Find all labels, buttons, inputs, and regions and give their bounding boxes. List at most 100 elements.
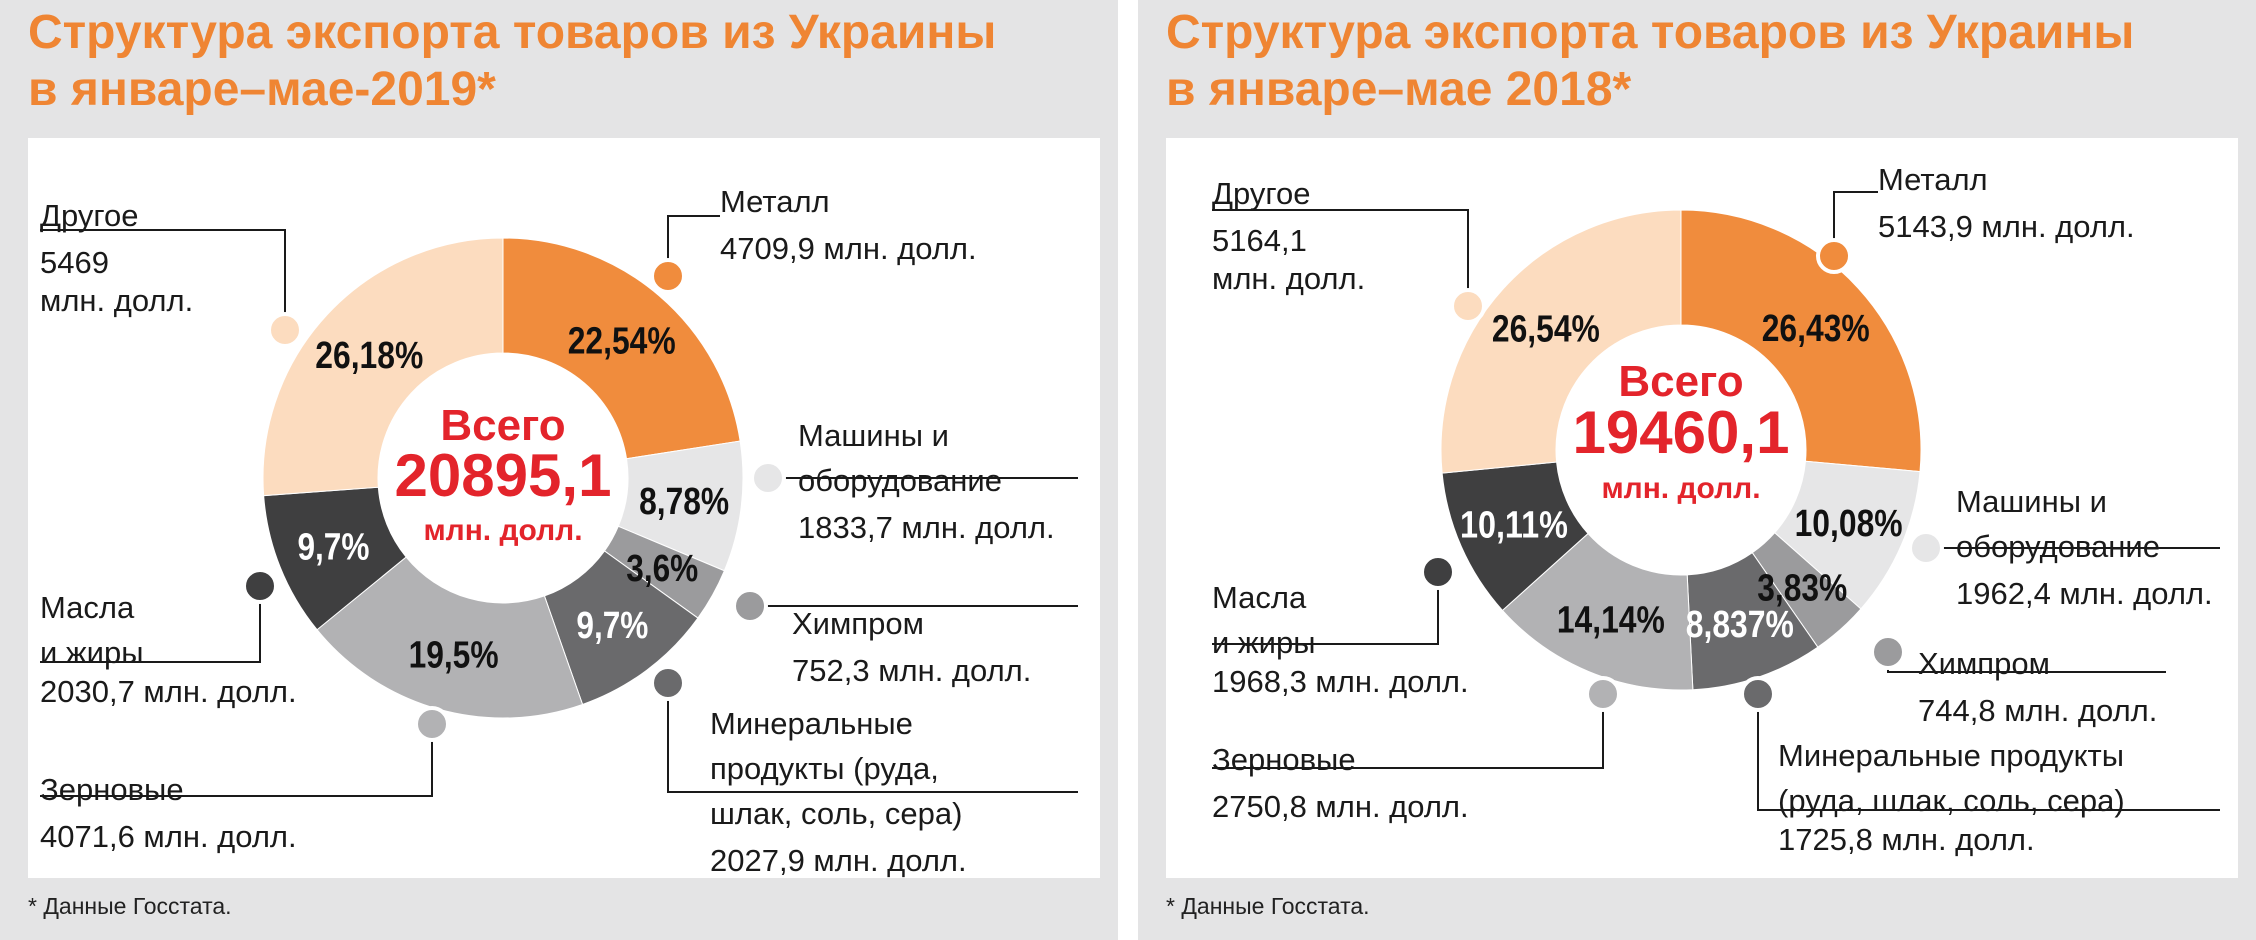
slice-metal bbox=[502, 237, 741, 460]
chart-title: Структура экспорта товаров из Украины в … bbox=[28, 4, 996, 118]
callout-minerals: Минеральные продукты (руда, шлак, соль, се… bbox=[650, 665, 1078, 878]
slice-percent-label: 3,83% bbox=[1757, 567, 1847, 609]
leader-line bbox=[1757, 694, 2220, 811]
callout-minerals: Минеральные продукты (руда, шлак, соль, с… bbox=[1740, 676, 2220, 857]
callout-name: Другое bbox=[40, 198, 139, 233]
chart-plot-area: 22,54% 8,78% 3,6% 9,7% 19,5% 9,7% 26,18% Всего 2… bbox=[28, 138, 1100, 878]
slice-other bbox=[1440, 209, 1682, 474]
callout-value: 2027,9 млн. долл. bbox=[710, 843, 967, 878]
callout-name: Машины и bbox=[1956, 484, 2107, 519]
callout-value: 4709,9 млн. долл. bbox=[720, 231, 977, 266]
callout-value: 4071,6 млн. долл. bbox=[40, 819, 297, 854]
slice-percent-label: 22,54% bbox=[568, 320, 676, 362]
callout-oils: Масла и жиры 2030,7 млн. долл. bbox=[40, 568, 297, 709]
leader-dot bbox=[1585, 676, 1621, 712]
leader-line bbox=[40, 586, 261, 663]
total-value: 19460,1 bbox=[1573, 399, 1790, 466]
callout-name: и жиры bbox=[1212, 625, 1316, 660]
donut-chart-2018: 26,43% 10,08% 3,83%8,837% 14,14% 10,11% 26,54… bbox=[1212, 162, 2220, 857]
leader-line bbox=[1833, 191, 1878, 256]
callout-value: 1725,8 млн. долл. bbox=[1778, 822, 2035, 857]
callout-name: Зерновые bbox=[1212, 742, 1356, 777]
callout-metal: Металл 4709,9 млн. долл. bbox=[650, 184, 977, 294]
callout-name: Химпром bbox=[1918, 646, 2050, 681]
callout-value: 1962,4 млн. долл. bbox=[1956, 576, 2213, 611]
slice-grain bbox=[1501, 532, 1694, 691]
total-label: Всего bbox=[440, 401, 565, 450]
leader-dot bbox=[267, 312, 303, 348]
total-value: 20895,1 bbox=[395, 442, 612, 509]
slice-percent-label: 9,7% bbox=[297, 527, 369, 569]
slice-percent-label: 26,43% bbox=[1762, 308, 1870, 350]
leader-line bbox=[40, 229, 286, 330]
callout-name: Зерновые bbox=[40, 772, 184, 807]
donut-chart-2019: 22,54%8,78%3,6%9,7%19,5%9,7%26,18%Всего2… bbox=[40, 184, 1078, 878]
callout-name: Металл bbox=[1878, 162, 1988, 197]
chart-title-line: в январе–мае-2019* bbox=[28, 63, 496, 116]
callout-value: 2750,8 млн. долл. bbox=[1212, 789, 1469, 824]
leader-dot bbox=[414, 706, 450, 742]
callout-name: Химпром bbox=[792, 606, 924, 641]
chart-title-line: в январе–мае 2018* bbox=[1166, 63, 1632, 116]
total-unit: млн. долл. bbox=[1601, 472, 1760, 505]
leader-dot bbox=[750, 460, 786, 496]
callout-value: 5164,1 bbox=[1212, 223, 1307, 258]
callout-name: продукты (руда, bbox=[710, 751, 939, 786]
callout-grain: Зерновые 2750,8 млн. долл. bbox=[1212, 676, 1621, 824]
slice-percent-label: 26,54% bbox=[1492, 308, 1600, 350]
callout-name: Другое bbox=[1212, 176, 1311, 211]
leader-line bbox=[667, 683, 1078, 793]
leader-line bbox=[40, 724, 433, 797]
chart-title-line: Структура экспорта товаров из Украины bbox=[1166, 6, 2135, 59]
leader-dot bbox=[650, 258, 686, 294]
leader-dot bbox=[1740, 676, 1776, 712]
leader-line bbox=[1212, 572, 1439, 645]
leader-dot bbox=[732, 588, 768, 624]
leader-dot bbox=[1870, 634, 1906, 670]
callout-value: 1968,3 млн. долл. bbox=[1212, 664, 1469, 699]
callout-name: и жиры bbox=[40, 635, 144, 670]
footnote: * Данные Госстата. bbox=[28, 893, 232, 919]
callout-value: 2030,7 млн. долл. bbox=[40, 674, 297, 709]
callout-name: Минеральные продукты bbox=[1778, 738, 2124, 773]
slice-percent-label: 8,78% bbox=[639, 481, 729, 523]
leader-line bbox=[1212, 209, 1469, 306]
callout-name: Минеральные bbox=[710, 706, 913, 741]
slice-other bbox=[262, 237, 504, 497]
callout-name: оборудование bbox=[1956, 529, 2160, 564]
slice-percent-label: 9,7% bbox=[576, 605, 648, 647]
callout-value: 1833,7 млн. долл. bbox=[798, 510, 1055, 545]
chart-panel-2019: Структура экспорта товаров из Украины в … bbox=[0, 0, 1118, 940]
callout-machines: Машины и оборудование 1833,7 млн. долл. bbox=[750, 418, 1078, 545]
callout-grain: Зерновые 4071,6 млн. долл. bbox=[40, 706, 450, 854]
leader-line bbox=[1212, 694, 1604, 769]
chart-title-line: Структура экспорта товаров из Украины bbox=[28, 6, 997, 59]
callout-value: млн. долл. bbox=[1212, 261, 1365, 296]
leader-dot bbox=[650, 665, 686, 701]
slice-metal bbox=[1680, 209, 1922, 473]
leader-dot bbox=[1816, 238, 1852, 274]
callout-chem: Химпром 752,3 млн. долл. bbox=[732, 588, 1078, 688]
slice-percent-label: 14,14% bbox=[1557, 599, 1665, 641]
callout-oils: Масла и жиры 1968,3 млн. долл. bbox=[1212, 554, 1469, 699]
callout-machines: Машины и оборудование 1962,4 млн. долл. bbox=[1908, 484, 2220, 611]
callout-name: (руда, шлак, соль, сера) bbox=[1778, 783, 2125, 818]
callout-value: 752,3 млн. долл. bbox=[792, 653, 1031, 688]
callout-name: оборудование bbox=[798, 463, 1002, 498]
donut-slices bbox=[262, 237, 744, 719]
slice-percent-label: 26,18% bbox=[315, 335, 423, 377]
slice-grain bbox=[316, 556, 584, 719]
callout-name: Масла bbox=[40, 590, 135, 625]
callout-name: шлак, соль, сера) bbox=[710, 796, 962, 831]
slice-percent-label: 10,08% bbox=[1795, 503, 1903, 545]
callout-value: 5143,9 млн. долл. bbox=[1878, 209, 2135, 244]
donut-slices bbox=[1440, 209, 1922, 691]
slice-percent-label: 19,5% bbox=[409, 635, 499, 677]
total-label: Всего bbox=[1618, 357, 1743, 406]
slice-percent-label: 3,6% bbox=[626, 548, 698, 590]
leader-dot bbox=[242, 568, 278, 604]
leader-dot bbox=[1450, 288, 1486, 324]
callout-name: Машины и bbox=[798, 418, 949, 453]
slice-percent-label: 10,11% bbox=[1460, 504, 1568, 546]
